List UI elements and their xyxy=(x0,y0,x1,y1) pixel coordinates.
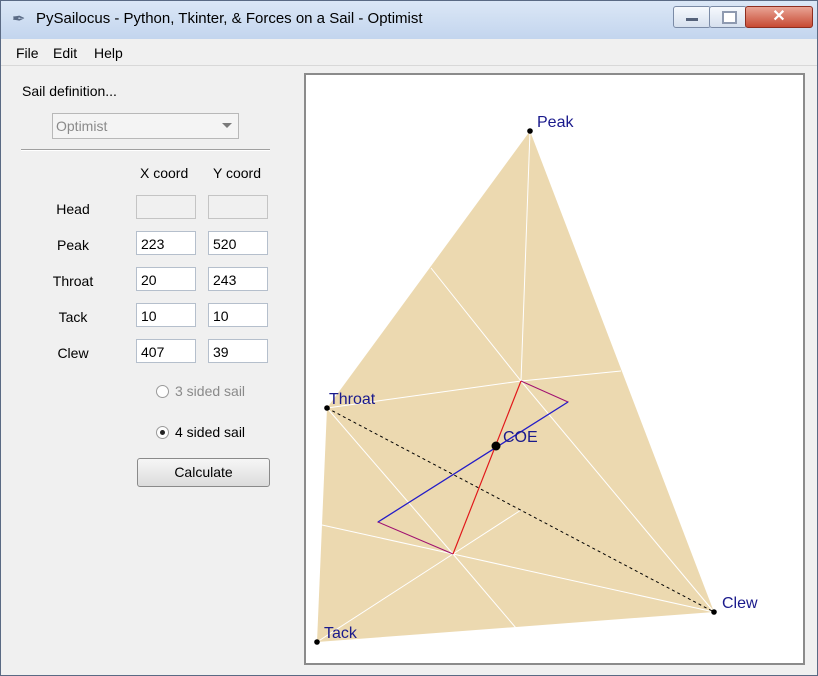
triangulation-lines xyxy=(316,130,715,643)
tack-y-input[interactable]: 10 xyxy=(208,303,268,327)
sail-type-select[interactable]: Optimist xyxy=(52,113,239,139)
sail-drawing: Peak Throat Tack Clew COE xyxy=(306,75,794,653)
radio-4-sided-label[interactable]: 4 sided sail xyxy=(175,424,246,440)
menu-bar: File Edit Help xyxy=(1,39,817,66)
head-x-input[interactable] xyxy=(136,195,196,219)
peak-point xyxy=(527,128,533,134)
red-line xyxy=(452,380,522,555)
clew-point xyxy=(711,609,717,615)
radio-3-sided-label[interactable]: 3 sided sail xyxy=(175,383,246,399)
sail-type-value: Optimist xyxy=(56,118,108,134)
triangulation-line xyxy=(520,130,531,382)
sail-canvas[interactable]: Peak Throat Tack Clew COE xyxy=(304,73,805,665)
point-labels: Peak Throat Tack Clew COE xyxy=(324,114,758,642)
triangulation-line xyxy=(520,370,622,382)
menu-edit[interactable]: Edit xyxy=(53,45,78,61)
close-icon: ✕ xyxy=(772,8,786,25)
peak-x-input[interactable]: 223 xyxy=(136,231,196,255)
triangulation-line xyxy=(520,380,715,613)
maximize-icon xyxy=(722,11,737,24)
coe-point xyxy=(491,441,501,451)
feather-icon: ✒ xyxy=(12,11,26,28)
clew-label: Clew xyxy=(57,345,89,361)
maximize-button[interactable] xyxy=(709,6,747,28)
triangulation-line xyxy=(452,553,715,613)
triangulation-line xyxy=(326,407,454,555)
separator xyxy=(21,149,270,151)
throat-y-input[interactable]: 243 xyxy=(208,267,268,291)
x-coord-header: X coord xyxy=(140,165,189,181)
blue-line xyxy=(377,401,569,523)
tack-label: Tack xyxy=(58,309,88,325)
coe-canvas-label: COE xyxy=(503,429,538,446)
throat-label: Throat xyxy=(52,273,94,289)
clew-x-input[interactable]: 407 xyxy=(136,339,196,363)
sail-shape xyxy=(317,131,714,642)
peak-label: Peak xyxy=(57,237,89,253)
triangulation-line xyxy=(452,509,522,555)
y-coord-header: Y coord xyxy=(213,165,261,181)
throat-canvas-label: Throat xyxy=(329,391,376,408)
minimize-button[interactable] xyxy=(673,6,711,28)
triangulation-line xyxy=(452,553,517,629)
radio-selected-dot xyxy=(160,430,165,435)
radio-4-sided[interactable] xyxy=(156,426,169,439)
head-label: Head xyxy=(56,201,90,217)
triangulation-line xyxy=(430,267,522,382)
diagonal-dashed-line xyxy=(326,407,715,613)
minimize-icon xyxy=(686,18,698,21)
tack-point xyxy=(314,639,320,645)
peak-canvas-label: Peak xyxy=(537,114,574,131)
triangulation-line xyxy=(316,553,454,643)
calculate-button[interactable]: Calculate xyxy=(137,458,270,487)
triangulation-line xyxy=(321,524,454,555)
head-y-input[interactable] xyxy=(208,195,268,219)
triangulation-line xyxy=(326,380,522,409)
title-bar[interactable]: ✒ PySailocus - Python, Tkinter, & Forces… xyxy=(1,1,817,39)
peak-y-input[interactable]: 520 xyxy=(208,231,268,255)
radio-3-sided[interactable] xyxy=(156,385,169,398)
throat-point xyxy=(324,405,330,411)
close-button[interactable]: ✕ xyxy=(745,6,813,28)
menu-help[interactable]: Help xyxy=(94,45,123,61)
clew-canvas-label: Clew xyxy=(722,595,758,612)
sail-definition-label: Sail definition... xyxy=(22,83,117,99)
throat-x-input[interactable]: 20 xyxy=(136,267,196,291)
clew-y-input[interactable]: 39 xyxy=(208,339,268,363)
chevron-down-icon xyxy=(222,123,232,128)
window-title: PySailocus - Python, Tkinter, & Forces o… xyxy=(36,10,423,27)
tack-canvas-label: Tack xyxy=(324,625,358,642)
sail-definition-panel: Sail definition... Optimist X coord Y co… xyxy=(1,65,299,675)
menu-file[interactable]: File xyxy=(16,45,39,61)
tack-x-input[interactable]: 10 xyxy=(136,303,196,327)
